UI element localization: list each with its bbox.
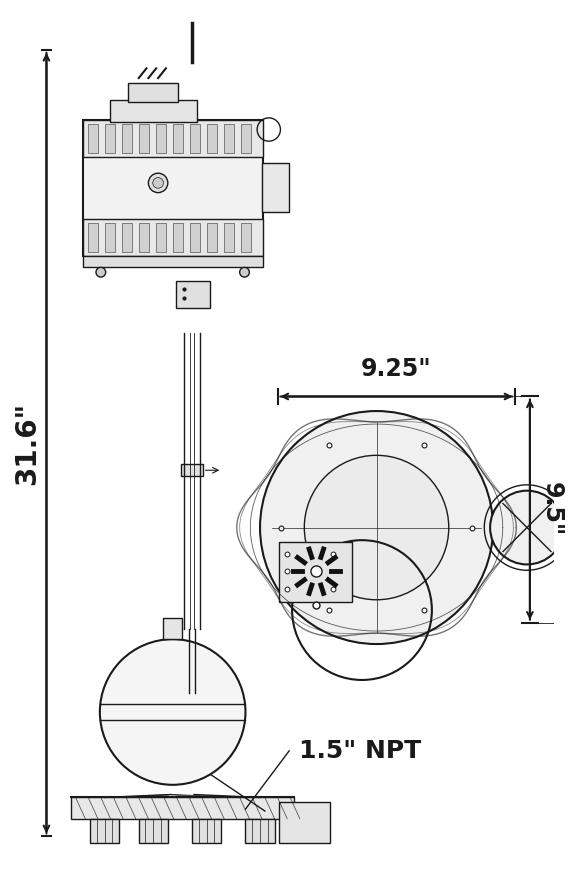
Bar — [241, 124, 251, 153]
Bar — [88, 124, 98, 153]
Bar — [88, 223, 98, 252]
Text: 9.5": 9.5" — [540, 483, 563, 537]
Bar — [90, 819, 119, 843]
Bar — [156, 124, 166, 153]
Circle shape — [96, 268, 106, 277]
Bar — [156, 223, 166, 252]
Bar — [279, 542, 352, 602]
Bar — [128, 83, 178, 103]
Bar — [173, 223, 183, 252]
Bar — [83, 256, 263, 268]
Bar — [83, 120, 263, 256]
Bar — [192, 819, 221, 843]
Bar — [163, 618, 182, 640]
Circle shape — [100, 640, 245, 785]
Circle shape — [240, 268, 249, 277]
Bar — [279, 802, 330, 843]
Bar — [262, 163, 289, 212]
Bar — [83, 120, 263, 157]
Bar — [139, 223, 149, 252]
Bar — [224, 124, 234, 153]
Circle shape — [260, 411, 493, 644]
Bar — [105, 223, 115, 252]
Bar — [181, 465, 203, 476]
Bar — [105, 124, 115, 153]
Bar — [139, 819, 168, 843]
Bar — [110, 101, 197, 121]
Bar — [71, 797, 294, 819]
Bar — [207, 124, 217, 153]
Bar — [224, 223, 234, 252]
Circle shape — [490, 491, 564, 565]
Circle shape — [153, 178, 164, 188]
Bar — [176, 281, 210, 308]
Text: 1.5" NPT: 1.5" NPT — [299, 739, 421, 763]
Bar — [190, 223, 200, 252]
Text: 31.6": 31.6" — [13, 401, 41, 484]
Circle shape — [148, 173, 168, 193]
Bar — [245, 819, 274, 843]
Circle shape — [304, 455, 449, 599]
Bar — [190, 124, 200, 153]
Bar — [207, 223, 217, 252]
Bar — [122, 124, 132, 153]
Bar — [139, 124, 149, 153]
Text: 9.25": 9.25" — [361, 357, 432, 381]
Bar — [122, 223, 132, 252]
Bar — [173, 124, 183, 153]
Bar — [83, 219, 263, 256]
Bar — [241, 223, 251, 252]
